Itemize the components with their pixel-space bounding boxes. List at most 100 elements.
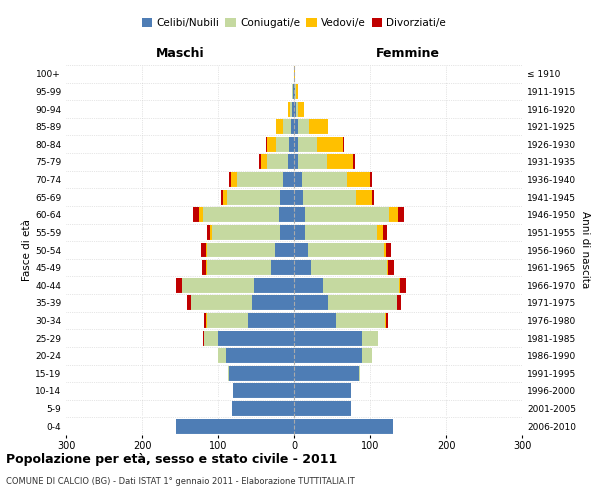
- Bar: [296, 84, 298, 99]
- Bar: [294, 208, 305, 222]
- Bar: [293, 84, 294, 99]
- Bar: [294, 119, 298, 134]
- Bar: [205, 330, 218, 345]
- Bar: [389, 208, 398, 222]
- Bar: [280, 225, 294, 240]
- Bar: [353, 154, 355, 170]
- Bar: [203, 330, 205, 345]
- Bar: [362, 330, 377, 345]
- Bar: [294, 172, 302, 187]
- Bar: [305, 208, 389, 222]
- Bar: [294, 242, 308, 258]
- Bar: [237, 172, 283, 187]
- Bar: [203, 208, 279, 222]
- Bar: [399, 278, 400, 292]
- Bar: [336, 313, 385, 328]
- Bar: [362, 348, 371, 363]
- Y-axis label: Anni di nascita: Anni di nascita: [580, 212, 590, 288]
- Bar: [259, 154, 260, 170]
- Bar: [289, 137, 294, 152]
- Text: COMUNE DI CALCIO (BG) - Dati ISTAT 1° gennaio 2011 - Elaborazione TUTTITALIA.IT: COMUNE DI CALCIO (BG) - Dati ISTAT 1° ge…: [6, 478, 355, 486]
- Bar: [359, 366, 360, 381]
- Bar: [298, 119, 309, 134]
- Bar: [295, 84, 296, 99]
- Bar: [206, 260, 271, 275]
- Bar: [206, 242, 275, 258]
- Bar: [298, 102, 304, 116]
- Bar: [371, 190, 374, 204]
- Bar: [398, 208, 404, 222]
- Bar: [290, 102, 292, 116]
- Bar: [296, 102, 298, 116]
- Bar: [294, 102, 296, 116]
- Bar: [294, 384, 351, 398]
- Bar: [370, 172, 372, 187]
- Bar: [218, 348, 226, 363]
- Bar: [275, 242, 294, 258]
- Bar: [279, 208, 294, 222]
- Bar: [377, 225, 383, 240]
- Bar: [294, 278, 323, 292]
- Bar: [199, 208, 203, 222]
- Bar: [206, 225, 211, 240]
- Bar: [205, 313, 206, 328]
- Bar: [288, 102, 290, 116]
- Bar: [294, 313, 336, 328]
- Bar: [283, 119, 291, 134]
- Y-axis label: Fasce di età: Fasce di età: [22, 219, 32, 281]
- Text: Maschi: Maschi: [155, 46, 205, 60]
- Bar: [294, 137, 298, 152]
- Bar: [260, 154, 266, 170]
- Bar: [347, 172, 370, 187]
- Bar: [206, 313, 248, 328]
- Bar: [400, 278, 406, 292]
- Bar: [356, 190, 371, 204]
- Bar: [201, 242, 206, 258]
- Bar: [291, 119, 294, 134]
- Bar: [311, 260, 387, 275]
- Bar: [229, 366, 294, 381]
- Bar: [292, 102, 294, 116]
- Bar: [248, 313, 294, 328]
- Bar: [182, 278, 254, 292]
- Bar: [294, 348, 362, 363]
- Bar: [294, 296, 328, 310]
- Bar: [252, 296, 294, 310]
- Bar: [176, 418, 294, 434]
- Bar: [211, 225, 212, 240]
- Bar: [254, 278, 294, 292]
- Bar: [294, 260, 311, 275]
- Bar: [226, 348, 294, 363]
- Bar: [383, 225, 387, 240]
- Text: Popolazione per età, sesso e stato civile - 2011: Popolazione per età, sesso e stato civil…: [6, 452, 337, 466]
- Bar: [294, 366, 359, 381]
- Bar: [326, 154, 353, 170]
- Bar: [221, 190, 223, 204]
- Bar: [397, 296, 401, 310]
- Bar: [298, 137, 317, 152]
- Bar: [266, 154, 288, 170]
- Bar: [212, 225, 280, 240]
- Bar: [308, 242, 383, 258]
- Bar: [227, 190, 280, 204]
- Bar: [176, 278, 182, 292]
- Text: Femmine: Femmine: [376, 46, 440, 60]
- Bar: [303, 190, 356, 204]
- Bar: [294, 418, 393, 434]
- Bar: [223, 190, 227, 204]
- Bar: [202, 260, 206, 275]
- Bar: [383, 242, 386, 258]
- Bar: [191, 296, 252, 310]
- Bar: [266, 137, 276, 152]
- Bar: [377, 330, 379, 345]
- Bar: [271, 260, 294, 275]
- Bar: [317, 137, 343, 152]
- Bar: [294, 225, 305, 240]
- Bar: [387, 260, 388, 275]
- Bar: [231, 172, 237, 187]
- Legend: Celibi/Nubili, Coniugati/e, Vedovi/e, Divorziati/e: Celibi/Nubili, Coniugati/e, Vedovi/e, Di…: [139, 14, 449, 31]
- Bar: [288, 154, 294, 170]
- Bar: [229, 172, 231, 187]
- Bar: [187, 296, 191, 310]
- Bar: [218, 330, 294, 345]
